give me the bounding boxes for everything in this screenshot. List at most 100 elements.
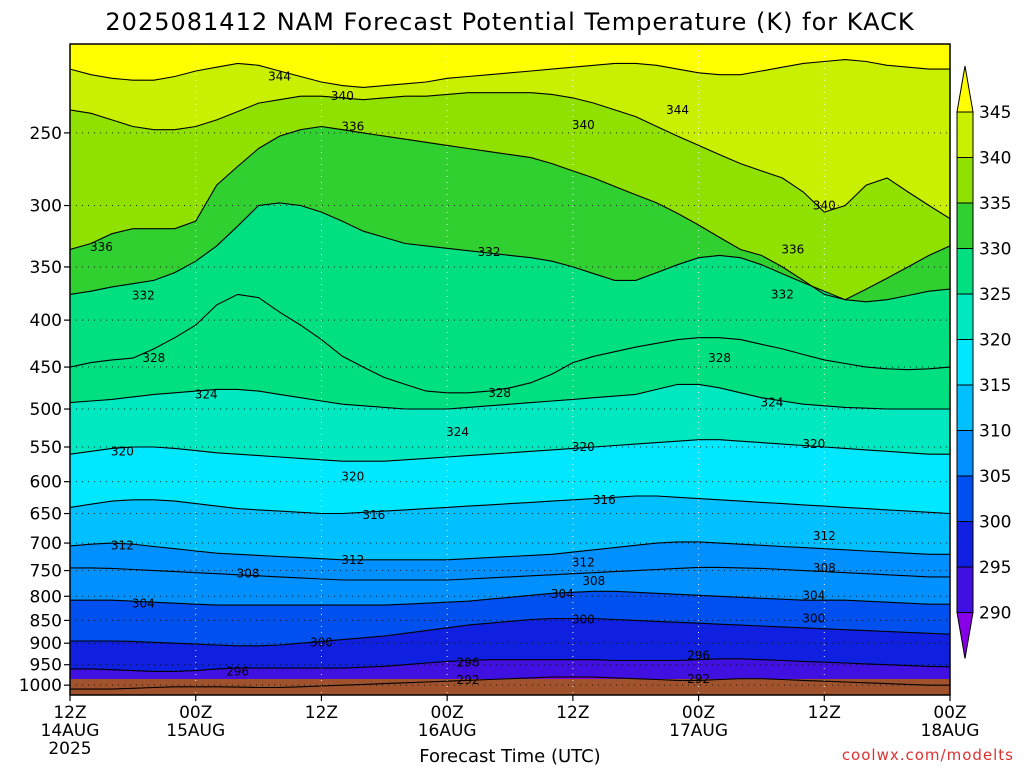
x-tick-label: 18AUG [921, 721, 980, 741]
contour-label: 296 [226, 664, 249, 678]
contour-label: 308 [237, 567, 260, 581]
y-tick-label: 950 [30, 656, 62, 676]
theta-band [70, 567, 950, 606]
contour-label: 304 [802, 588, 825, 602]
contour-label: 336 [781, 242, 804, 256]
contour-label: 324 [760, 396, 783, 410]
contour-line-340 [70, 92, 950, 220]
colorbar-label: 295 [979, 558, 1011, 578]
contour-label: 316 [362, 508, 385, 522]
contour-label: 324 [446, 425, 469, 439]
x-tick-label: 00Z [933, 703, 966, 723]
colorbar-box [956, 430, 974, 477]
colorbar-box [956, 521, 974, 568]
contour-label: 332 [478, 245, 501, 259]
contour-label: 296 [457, 656, 480, 670]
y-tick-label: 800 [30, 587, 62, 607]
colorbar-label: 335 [979, 194, 1011, 214]
contour-label: 300 [310, 635, 333, 649]
contour-label: 328 [142, 351, 165, 365]
contour-line-312 [70, 541, 950, 561]
contour-label: 340 [572, 118, 595, 132]
grid [70, 44, 950, 695]
x-tick-label: 00Z [682, 703, 715, 723]
colorbar-box [956, 339, 974, 386]
contour-label: 336 [90, 240, 113, 254]
theta-band [70, 618, 950, 672]
colorbar: 345 340 335 330 325 320 315 310 305 300 295 290 [956, 65, 1011, 659]
contour-line-300 [70, 617, 950, 647]
y-tick-label: 600 [30, 473, 62, 493]
colorbar-label: 315 [979, 376, 1011, 396]
contour-line-304 [70, 590, 950, 606]
theta-bands [70, 44, 950, 695]
colorbar-box [956, 384, 974, 431]
contour-label: 308 [813, 561, 836, 575]
colorbar-top-arrow [956, 65, 974, 113]
y-tick-label: 700 [30, 534, 62, 554]
contour-label: 300 [802, 612, 825, 626]
theta-band [70, 541, 950, 580]
x-tick-label: 16AUG [418, 721, 477, 741]
contour-label: 344 [268, 69, 291, 83]
contour-line-332 [70, 202, 950, 303]
contour-labels: 344 340 344 340 336 340 336 332 336 332 332 328 328 3… [90, 69, 836, 686]
y-tick-label: 450 [30, 358, 62, 378]
contour-line-292 [70, 676, 950, 690]
theta-band [70, 591, 950, 646]
contour-label: 320 [341, 469, 364, 483]
theta-band [70, 384, 950, 462]
contour-line-296 [70, 658, 950, 672]
colorbar-label: 325 [979, 285, 1011, 305]
x-tick-label: 2025 [48, 739, 91, 759]
contour-label: 304 [551, 587, 574, 601]
theta-band [70, 126, 950, 302]
contour-label: 336 [341, 119, 364, 133]
x-tick-label: 12Z [305, 703, 338, 723]
colorbar-label: 290 [979, 604, 1011, 624]
x-tick-label: 12Z [53, 703, 86, 723]
y-tick-label: 300 [30, 197, 62, 217]
y-tick-label: 650 [30, 505, 62, 525]
contour-label: 312 [572, 556, 595, 570]
contour-line-344 [70, 59, 950, 88]
colorbar-bottom-arrow [956, 612, 974, 659]
colorbar-box [956, 202, 974, 249]
theta-band [70, 44, 950, 88]
x-tick-label: 00Z [179, 703, 212, 723]
y-tick-label: 250 [30, 124, 62, 144]
colorbar-box [956, 566, 974, 613]
credit-text: coolwx.com/modelts [842, 746, 1014, 764]
y-tick-label: 400 [30, 311, 62, 331]
colorbar-box [956, 157, 974, 204]
y-tick-label: 850 [30, 611, 62, 631]
colorbar-label: 345 [979, 103, 1011, 123]
colorbar-label: 330 [979, 240, 1011, 260]
x-axis-label: Forecast Time (UTC) [419, 746, 600, 767]
y-tick-label: 550 [30, 438, 62, 458]
contour-label: 344 [666, 103, 689, 117]
contour-line-308 [70, 566, 950, 581]
colorbar-label: 320 [979, 331, 1011, 351]
colorbar-label: 310 [979, 422, 1011, 442]
contour-label: 324 [195, 387, 218, 401]
colorbar-box [956, 248, 974, 295]
contour-label: 332 [132, 288, 155, 302]
contour-label: 312 [813, 529, 836, 543]
x-tick-label: 17AUG [669, 721, 728, 741]
y-tick-label: 350 [30, 258, 62, 278]
ground-strip [70, 679, 950, 695]
colorbar-box [956, 293, 974, 340]
contour-label: 296 [687, 648, 710, 662]
contour-label: 292 [457, 673, 480, 687]
x-tick-label: 12Z [808, 703, 841, 723]
theta-band [70, 59, 950, 219]
contour-label: 300 [572, 612, 595, 626]
contour-label: 320 [572, 440, 595, 454]
y-tick-label: 1000 [19, 676, 62, 696]
contour-label: 312 [341, 553, 364, 567]
contour-label: 328 [708, 351, 731, 365]
theta-band [70, 294, 950, 409]
